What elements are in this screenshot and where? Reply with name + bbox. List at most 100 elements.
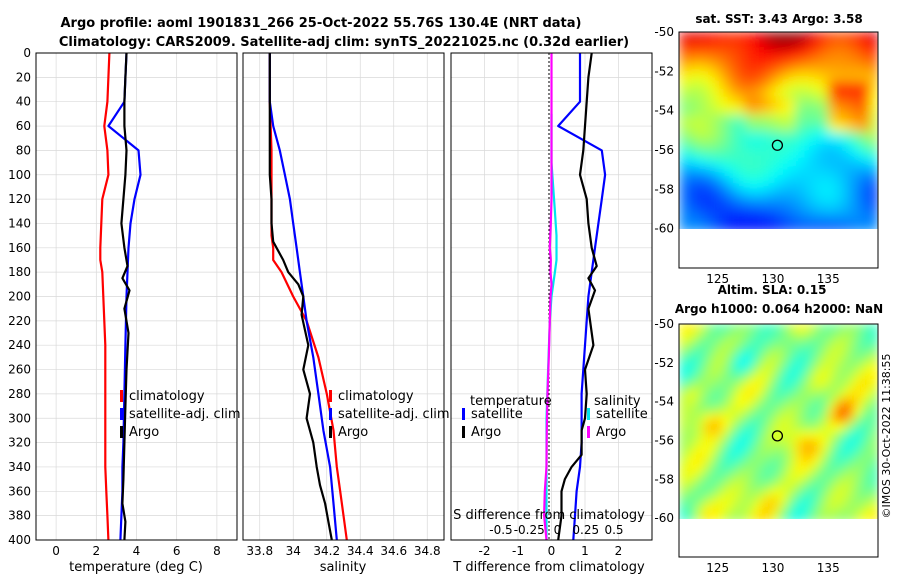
heatmap-cell — [853, 373, 862, 383]
heatmap-cell — [679, 381, 688, 391]
heatmap-cell — [836, 40, 846, 50]
heatmap-cell — [761, 140, 771, 149]
heatmap-cell — [795, 131, 804, 141]
heatmap-cell — [828, 98, 838, 108]
heatmap-cell — [778, 73, 788, 83]
heatmap-cell — [786, 455, 796, 465]
heatmap-cell — [803, 98, 813, 108]
heatmap-cell — [703, 206, 713, 216]
heatmap-cell — [745, 57, 755, 66]
sst-map-tick-labels: -50 -52 -54 -56 -58 -60 125 130 135 — [654, 25, 839, 286]
heatmap-cell — [869, 140, 878, 149]
heatmap-cell — [728, 480, 738, 489]
heatmap-cell — [803, 81, 813, 91]
lat-tick-label: -54 — [654, 395, 674, 409]
heatmap-cell — [687, 422, 697, 432]
heatmap-cell — [853, 422, 862, 432]
heatmap-cell — [786, 340, 796, 350]
heatmap-cell — [786, 32, 796, 41]
heatmap-cell — [869, 365, 878, 374]
heatmap-cell — [687, 332, 697, 341]
heatmap-cell — [703, 81, 713, 91]
heatmap-cell — [828, 165, 838, 174]
heatmap-cell — [753, 123, 763, 133]
heatmap-cell — [728, 140, 738, 149]
heatmap-cell — [778, 215, 788, 224]
heatmap-cell — [720, 324, 730, 333]
heatmap-cell — [720, 123, 730, 133]
heatmap-cell — [761, 455, 771, 465]
heatmap-cell — [753, 471, 763, 481]
heatmap-cell — [795, 223, 804, 229]
heatmap-cell — [795, 165, 804, 174]
heatmap-cell — [703, 140, 713, 149]
heatmap-cell — [712, 332, 722, 341]
lat-tick-label: -60 — [654, 222, 674, 236]
heatmap-cell — [786, 447, 796, 456]
heatmap-cell — [712, 455, 722, 465]
heatmap-cell — [770, 190, 780, 199]
heatmap-cell — [687, 430, 697, 440]
heatmap-cell — [770, 389, 780, 399]
heatmap-cell — [853, 223, 862, 229]
heatmap-cell — [761, 106, 771, 116]
heatmap-cell — [803, 140, 813, 149]
heatmap-cell — [861, 215, 871, 224]
heatmap-cell — [844, 439, 854, 448]
heatmap-cell — [753, 215, 763, 224]
heatmap-cell — [728, 190, 738, 199]
x-tick-label: 2 — [92, 544, 100, 558]
heatmap-cell — [820, 57, 829, 66]
lat-tick-label: -60 — [654, 511, 674, 525]
legend-swatch — [462, 426, 465, 438]
heatmap-cell — [786, 356, 796, 366]
heatmap-cell — [811, 512, 821, 519]
heatmap-cell — [770, 156, 780, 166]
heatmap-cell — [828, 123, 838, 133]
heatmap-cell — [803, 447, 813, 456]
heatmap-cell — [737, 98, 746, 108]
heatmap-cell — [778, 156, 788, 166]
heatmap-cell — [861, 406, 871, 415]
heatmap-cell — [728, 73, 738, 83]
heatmap-cell — [836, 131, 846, 141]
heatmap-cell — [778, 131, 788, 141]
heatmap-cell — [803, 73, 813, 83]
heatmap-cell — [778, 32, 788, 41]
sst-map-title: sat. SST: 3.43 Argo: 3.58 — [695, 12, 862, 26]
heatmap-cell — [828, 356, 838, 366]
heatmap-cell — [737, 73, 746, 83]
legend-label: climatology — [129, 389, 205, 404]
heatmap-cell — [679, 115, 688, 125]
heatmap-cell — [811, 48, 821, 58]
heatmap-cell — [853, 332, 862, 341]
heatmap-cell — [820, 140, 829, 149]
heatmap-cell — [753, 430, 763, 440]
heatmap-cell — [753, 324, 763, 333]
heatmap-cell — [679, 140, 688, 149]
heatmap-cell — [728, 488, 738, 497]
heatmap-cell — [778, 98, 788, 108]
heatmap-cell — [853, 48, 862, 58]
heatmap-cell — [761, 115, 771, 125]
heatmap-cell — [811, 439, 821, 448]
heatmap-cell — [753, 455, 763, 465]
heatmap-cell — [687, 57, 697, 66]
heatmap-cell — [687, 198, 697, 208]
heatmap-cell — [679, 414, 688, 424]
legend-swatch — [329, 408, 332, 420]
heatmap-cell — [770, 447, 780, 456]
heatmap-cell — [695, 173, 705, 183]
heatmap-cell — [828, 381, 838, 391]
heatmap-cell — [728, 324, 738, 333]
heatmap-cell — [737, 57, 746, 66]
heatmap-cell — [728, 123, 738, 133]
heatmap-cell — [737, 340, 746, 350]
t-difference-xlabel: T difference from climatology — [452, 560, 645, 575]
heatmap-cell — [853, 512, 862, 519]
heatmap-cell — [828, 414, 838, 424]
heatmap-cell — [844, 389, 854, 399]
heatmap-cell — [828, 496, 838, 506]
heatmap-cell — [720, 406, 730, 415]
heatmap-cell — [820, 148, 829, 158]
